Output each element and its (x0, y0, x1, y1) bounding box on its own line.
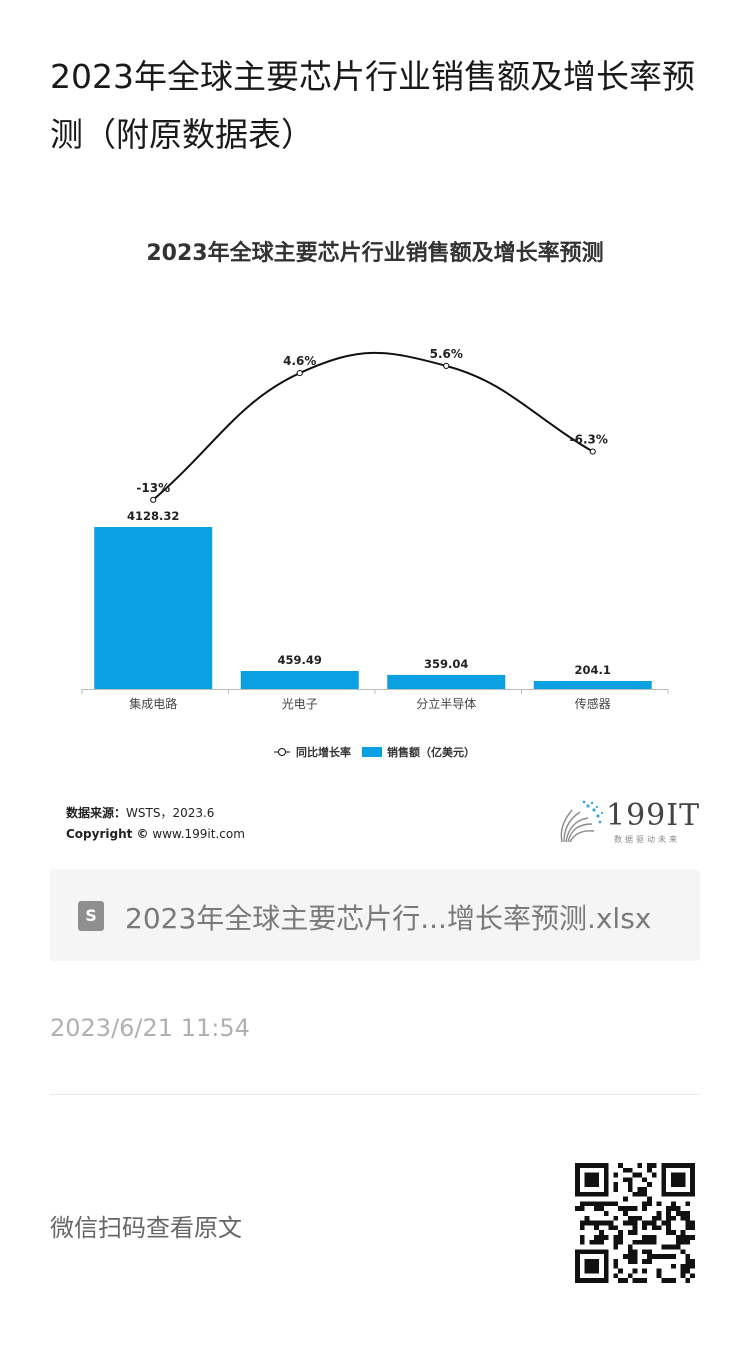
chart-card: 2023年全球主要芯片行业销售额及增长率预测 4128.32 459.49 359.… (50, 215, 700, 855)
attachment-card[interactable]: S 2023年全球主要芯片行...增长率预测.xlsx (50, 869, 700, 961)
logo-tagline: 数据驱动未来 (614, 835, 680, 844)
x-tick-label-3: 传感器 (575, 696, 611, 711)
bar-label-1: 459.49 (278, 653, 322, 667)
legend-sales-label: 销售额（亿美元） (387, 745, 475, 759)
chart-plot: 4128.32 459.49 359.04 204.1 集成电路 光电子 分立半导体 传感器 -… (81, 347, 669, 759)
growth-point-1 (296, 369, 303, 377)
attachment-filename[interactable]: 2023年全球主要芯片行...增长率预测.xlsx (125, 902, 652, 935)
bar-label-3: 204.1 (575, 663, 611, 677)
bar-3 (533, 680, 652, 689)
legend-line-marker (278, 748, 286, 756)
199it-logo: 199IT 数据驱动未来 (558, 798, 701, 848)
x-tick-label-0: 集成电路 (129, 696, 177, 711)
bar-label-0: 4128.32 (127, 509, 179, 523)
divider (50, 1094, 700, 1095)
spreadsheet-file-icon: S (78, 901, 104, 931)
scan-qr-text: 微信扫码查看原文 (50, 1214, 242, 1242)
logo-text: 199IT (606, 798, 701, 833)
qr-code-icon[interactable] (575, 1163, 695, 1283)
source-block: 数据来源：WSTS，2023.6 Copyright © www.199it.c… (66, 803, 245, 845)
growth-label-0: -13% (136, 481, 170, 495)
dandelion-logo-icon (560, 800, 604, 843)
publish-timestamp: 2023/6/21 11:54 (50, 1014, 250, 1042)
x-tick-label-2: 分立半导体 (416, 696, 476, 711)
growth-label-3: -6.3% (570, 433, 608, 447)
chart-title: 2023年全球主要芯片行业销售额及增长率预测 (146, 241, 604, 266)
growth-point-3 (589, 448, 596, 455)
bar-0 (94, 527, 213, 689)
growth-label-1: 4.6% (283, 354, 316, 368)
copyright-label: Copyright © (66, 827, 149, 841)
growth-label-2: 5.6% (430, 347, 463, 361)
growth-point-2 (443, 362, 450, 369)
bar-2 (387, 674, 506, 689)
growth-line (152, 351, 594, 501)
legend-bar-swatch (362, 747, 382, 757)
source-value: WSTS，2023.6 (126, 806, 215, 820)
bar-1 (240, 670, 359, 689)
copyright-value: www.199it.com (152, 827, 245, 841)
legend-growth-label: 同比增长率 (296, 745, 351, 759)
bar-label-2: 359.04 (424, 657, 468, 671)
source-label: 数据来源： (66, 806, 127, 820)
article-title: 2023年全球主要芯片行业销售额及增长率预测（附原数据表） (50, 57, 695, 154)
growth-point-0 (150, 496, 157, 503)
x-tick-label-1: 光电子 (282, 697, 318, 711)
